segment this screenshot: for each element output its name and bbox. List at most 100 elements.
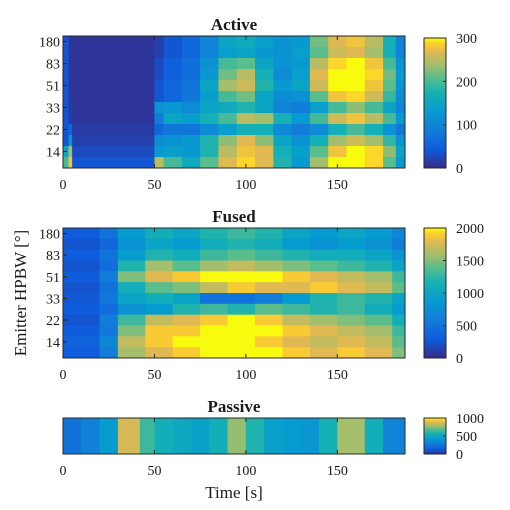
colorbar-segment [424,264,446,268]
colorbar-segment [424,98,446,102]
heatmap-cell [200,260,228,272]
colorbar-segment [424,425,446,427]
heatmap-cell [163,135,183,147]
colorbar-segment [424,155,446,158]
heatmap-cell [63,69,69,81]
heatmap-cell [227,271,256,283]
heatmap-cell [309,113,329,125]
colorbar-segment [424,418,446,420]
heatmap-cell [181,69,201,81]
y-tick-label: 33 [46,102,60,117]
x-tick-label: 100 [235,178,256,193]
heatmap-cell [328,135,347,147]
colorbar-segment [424,295,446,298]
heatmap-cell [72,102,155,114]
heatmap-cell [364,36,384,48]
heatmap-cell [328,58,347,70]
colorbar: 2000 1500 1000 500 0 [423,222,484,367]
heatmap-cell [395,135,406,147]
heatmap-cell [236,113,256,125]
colorbar-segment [424,423,446,425]
heatmap-cell [99,336,119,348]
heatmap-cell [172,271,201,283]
panel-active: Active 0 50 100 150 180 83 51 33 22 14 300 200 100 0 [39,15,477,193]
colorbar-segment [424,419,446,421]
heatmap-cell [291,91,311,103]
colorbar-tick-label: 1000 [456,412,484,427]
colorbar-segment [424,441,446,443]
colorbar-segment [424,325,446,329]
heatmap-cell [72,36,155,48]
colorbar-segment [424,297,446,300]
colorbar-tick-label: 0 [456,352,463,367]
heatmap-cell [346,113,366,125]
heatmap-cell [227,238,256,251]
colorbar-segment [424,288,446,292]
heatmap-cell [282,347,311,359]
heatmap-cell [68,124,73,136]
colorbar-tick-label: 100 [456,119,477,134]
heatmap-cell [282,293,311,305]
colorbar: 300 200 100 0 [423,32,477,177]
colorbar-segment [424,55,446,58]
heatmap-cell [328,80,347,92]
colorbar-segment [424,329,446,333]
colorbar-segment [424,81,446,84]
colorbar-segment [424,308,446,311]
heatmap-cell [163,146,183,158]
heatmap-cell [395,157,406,169]
heatmap-cell [72,146,155,158]
heatmap-cell [282,418,302,455]
heatmap-cell [200,325,228,337]
colorbar-segment [424,247,446,251]
colorbar-segment [424,150,446,154]
colorbar-segment [424,314,446,318]
colorbar-segment [424,427,446,429]
heatmap-cell [145,293,174,305]
colorbar-segment [424,449,446,451]
heatmap-cell [392,260,406,272]
colorbar-segment [424,258,446,261]
heatmap-cell [63,418,82,455]
heatmap-cell [117,249,146,261]
heatmap-cell [163,91,183,103]
colorbar-segment [424,157,446,160]
heatmap-cell [200,80,219,92]
heatmap-cell [337,347,366,359]
colorbar-segment [424,321,446,324]
heatmap-cell [328,124,347,136]
heatmap-cell [383,91,397,103]
heatmap-cell [282,271,311,283]
heatmap-cell [172,260,201,272]
heatmap-cell [68,157,73,169]
heatmap-cell [255,91,274,103]
colorbar-segment [424,310,446,313]
heatmap-cell [117,260,146,272]
colorbar-segment [424,144,446,147]
heatmap-cell [255,260,283,272]
heatmap-cell [99,314,119,326]
x-tick-label: 50 [147,178,161,193]
heatmap-cell [255,336,283,348]
y-tick-label: 180 [39,227,60,242]
heatmap-cell [236,58,256,70]
x-tick-label: 150 [327,178,348,193]
colorbar-segment [424,77,446,80]
colorbar-segment [424,230,446,233]
colorbar-segment [424,323,446,326]
heatmap-cell [395,91,406,103]
heatmap-cell [364,303,393,316]
y-tick-label: 51 [46,271,60,286]
heatmap-cell [63,303,100,316]
heatmap-cell [117,347,146,359]
heatmap-cell [291,102,311,114]
heatmap-cell [309,336,338,348]
colorbar-segment [424,100,446,104]
colorbar-segment [424,443,446,445]
colorbar-segment [424,72,446,76]
heatmap-cell [273,157,293,169]
y-tick-label: 14 [46,146,60,161]
heatmap-cell [364,58,384,70]
heatmap-cell [395,80,406,92]
heatmap-cell [236,146,256,158]
